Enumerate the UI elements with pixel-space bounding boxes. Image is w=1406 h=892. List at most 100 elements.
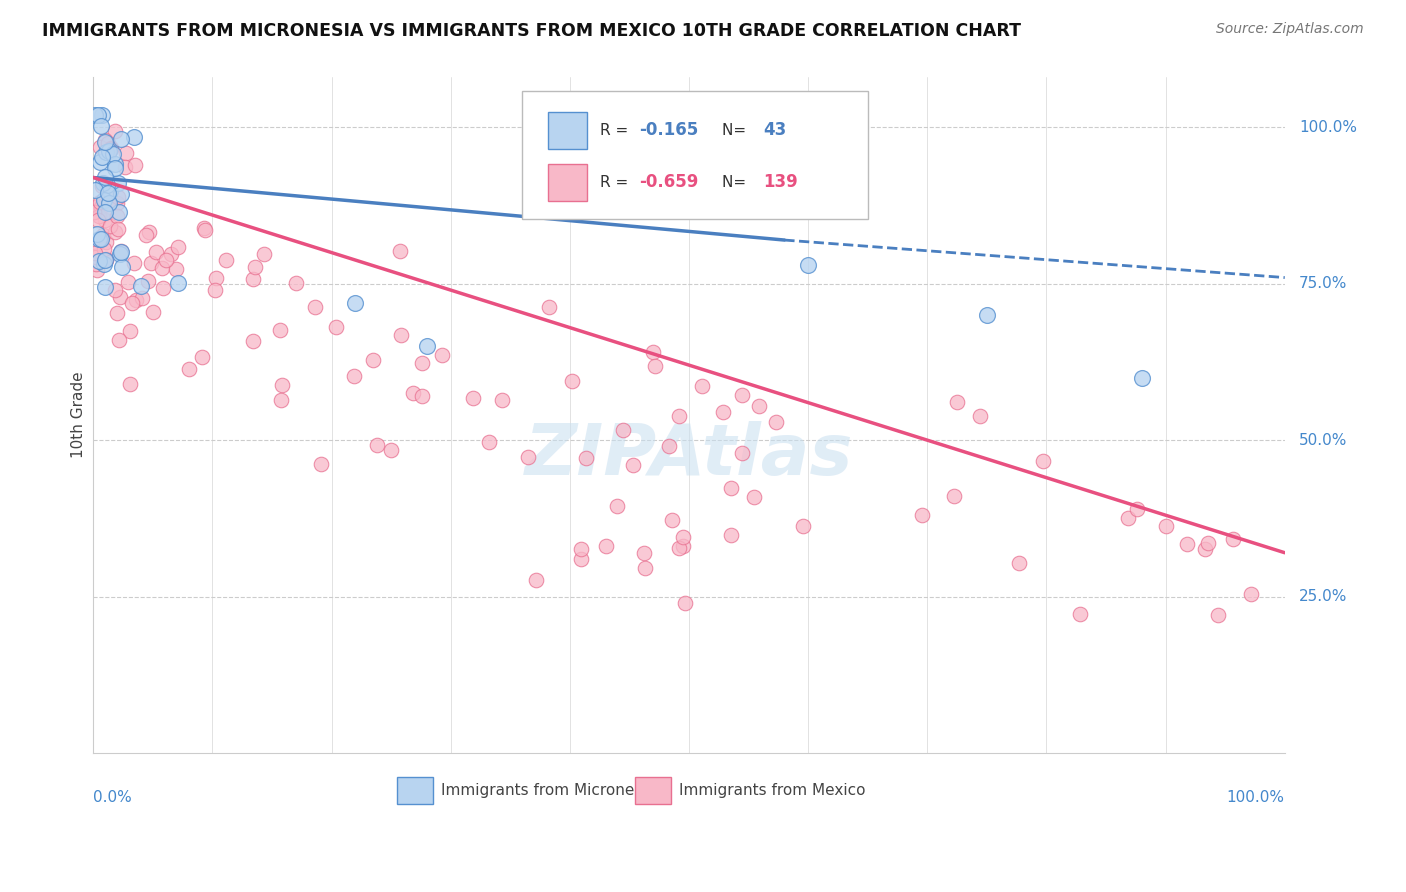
Text: Immigrants from Micronesia: Immigrants from Micronesia <box>441 782 657 797</box>
Y-axis label: 10th Grade: 10th Grade <box>72 372 86 458</box>
Point <box>135 227 157 242</box>
Text: -0.659: -0.659 <box>638 173 699 191</box>
Point <box>89 140 111 154</box>
Point <box>634 561 657 575</box>
Point <box>1240 587 1263 601</box>
Point <box>96 235 118 249</box>
Point <box>575 450 598 465</box>
Text: 43: 43 <box>763 121 786 139</box>
Point <box>107 190 129 204</box>
Point <box>190 350 212 364</box>
Point <box>361 353 384 368</box>
Point <box>118 324 141 338</box>
Point <box>96 178 118 193</box>
Point <box>242 334 264 348</box>
Point <box>83 205 105 219</box>
Point <box>87 199 110 213</box>
Point <box>215 252 238 267</box>
Point <box>86 235 108 250</box>
Point <box>89 154 111 169</box>
Point <box>94 205 117 219</box>
Point <box>114 160 136 174</box>
Point <box>100 141 122 155</box>
Point <box>569 541 592 556</box>
Point <box>177 362 200 376</box>
Point <box>150 261 173 276</box>
Point <box>204 283 226 297</box>
Point <box>93 242 115 256</box>
Point <box>644 359 666 373</box>
Point <box>103 147 125 161</box>
Point <box>110 186 132 201</box>
Point <box>100 142 122 156</box>
Point <box>612 423 634 437</box>
Point <box>1032 454 1054 468</box>
Point <box>606 499 628 513</box>
Point <box>94 169 117 184</box>
Point <box>115 145 138 160</box>
Text: 75.0%: 75.0% <box>1299 277 1347 292</box>
Point <box>641 344 664 359</box>
Point <box>380 443 402 458</box>
Point <box>160 247 183 261</box>
Point <box>411 356 433 370</box>
Point <box>595 539 617 553</box>
Point <box>668 409 690 424</box>
Point <box>720 481 742 495</box>
Point <box>1069 607 1091 622</box>
Point <box>165 262 187 277</box>
Point <box>633 546 655 560</box>
Point <box>284 277 307 291</box>
Point <box>344 295 367 310</box>
Point <box>94 252 117 266</box>
Point <box>104 124 127 138</box>
Point <box>117 275 139 289</box>
Point <box>84 182 107 196</box>
Point <box>107 222 129 236</box>
Point <box>90 151 112 165</box>
Point <box>270 392 292 407</box>
Point <box>658 439 681 453</box>
Point <box>411 389 433 403</box>
Point <box>797 258 820 272</box>
Point <box>91 176 114 190</box>
Point <box>108 290 131 304</box>
Point <box>86 262 108 277</box>
Point <box>94 253 117 268</box>
Point <box>1222 533 1244 547</box>
Point <box>516 450 538 465</box>
Point <box>83 108 105 122</box>
Point <box>83 246 105 260</box>
Text: R =: R = <box>599 175 633 190</box>
Point <box>94 135 117 149</box>
Point <box>87 254 110 268</box>
Point <box>124 158 146 172</box>
Point <box>139 256 162 270</box>
Point <box>110 245 132 260</box>
FancyBboxPatch shape <box>522 91 868 219</box>
Point <box>765 415 787 429</box>
Point <box>1206 608 1229 623</box>
Point <box>537 301 560 315</box>
Point <box>792 518 814 533</box>
Point <box>97 179 120 194</box>
Point <box>118 377 141 392</box>
Bar <box>548 163 586 201</box>
Point <box>461 391 484 405</box>
Point <box>402 386 425 401</box>
Point <box>84 257 107 271</box>
Point <box>105 210 128 224</box>
Point <box>309 458 332 472</box>
Bar <box>396 777 433 804</box>
Point <box>343 369 366 384</box>
Text: N=: N= <box>723 175 751 190</box>
Point <box>416 339 439 353</box>
Point <box>976 308 998 322</box>
Text: ZIPAtlas: ZIPAtlas <box>524 421 853 491</box>
Point <box>104 157 127 171</box>
Text: IMMIGRANTS FROM MICRONESIA VS IMMIGRANTS FROM MEXICO 10TH GRADE CORRELATION CHAR: IMMIGRANTS FROM MICRONESIA VS IMMIGRANTS… <box>42 22 1021 40</box>
Point <box>744 490 766 504</box>
Text: N=: N= <box>723 122 751 137</box>
Point <box>94 204 117 219</box>
Point <box>94 145 117 159</box>
